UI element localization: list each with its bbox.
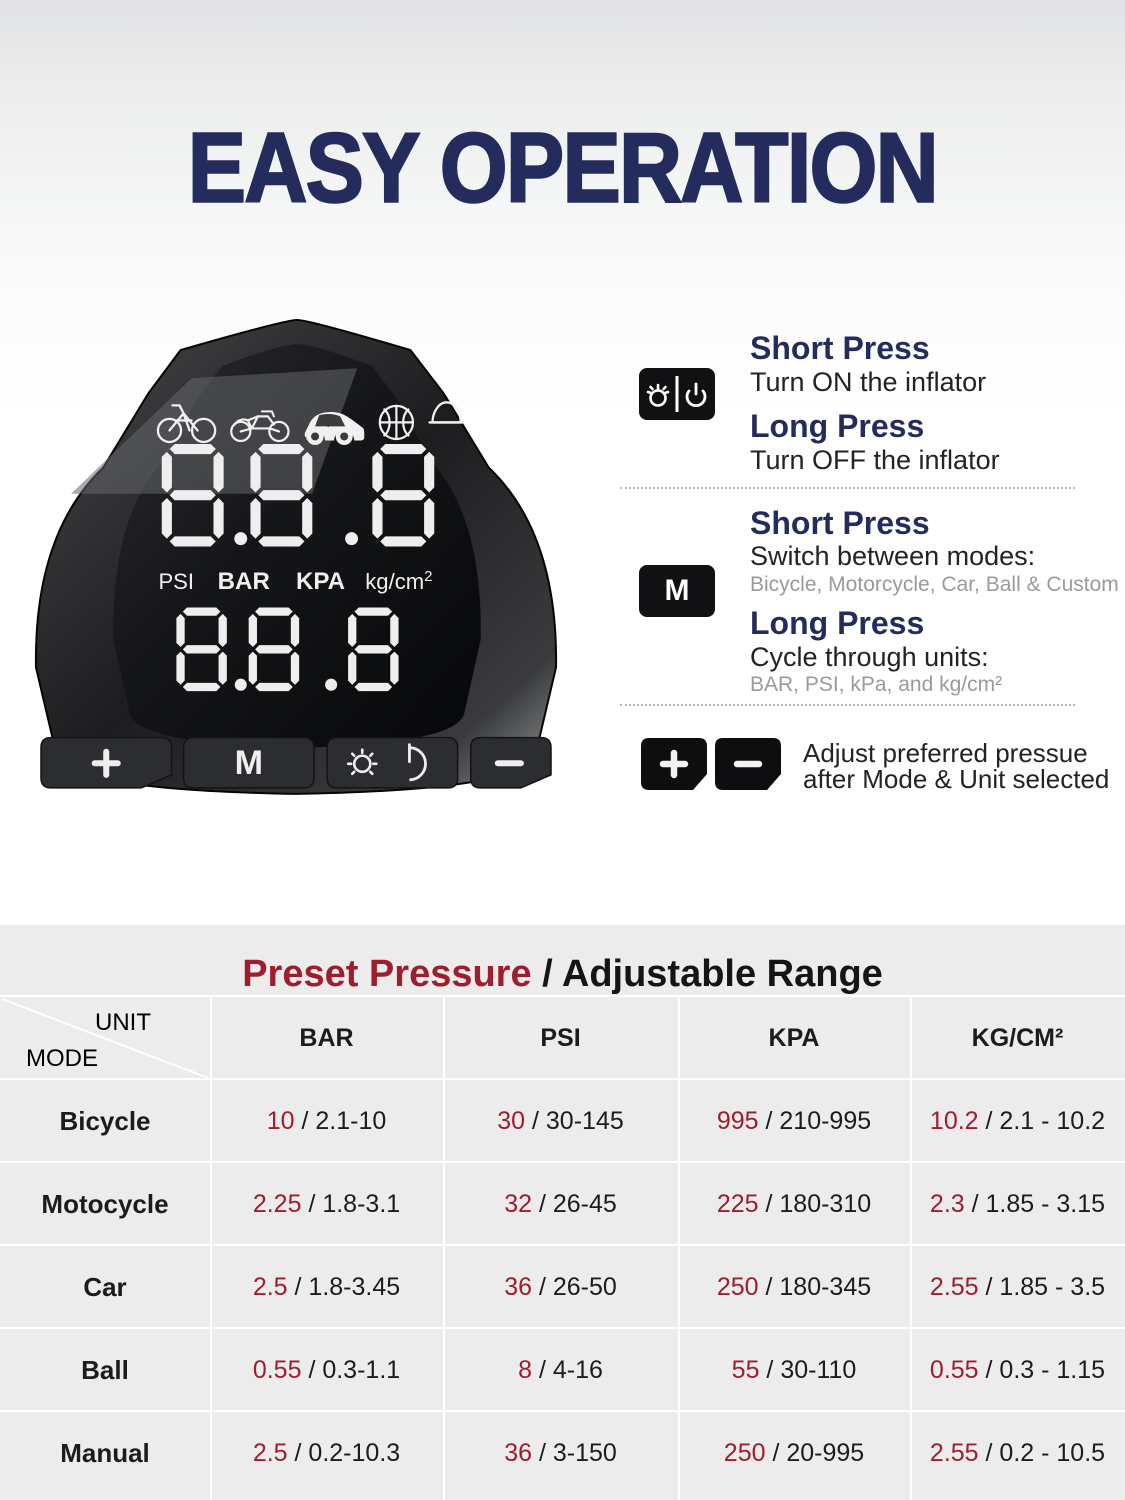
svg-text:M: M: [235, 744, 263, 782]
svg-text:KPA: KPA: [296, 568, 345, 595]
svg-text:BAR: BAR: [218, 568, 270, 595]
svg-text:kg/cm2: kg/cm2: [365, 568, 432, 594]
svg-text:PSI: PSI: [158, 569, 194, 594]
